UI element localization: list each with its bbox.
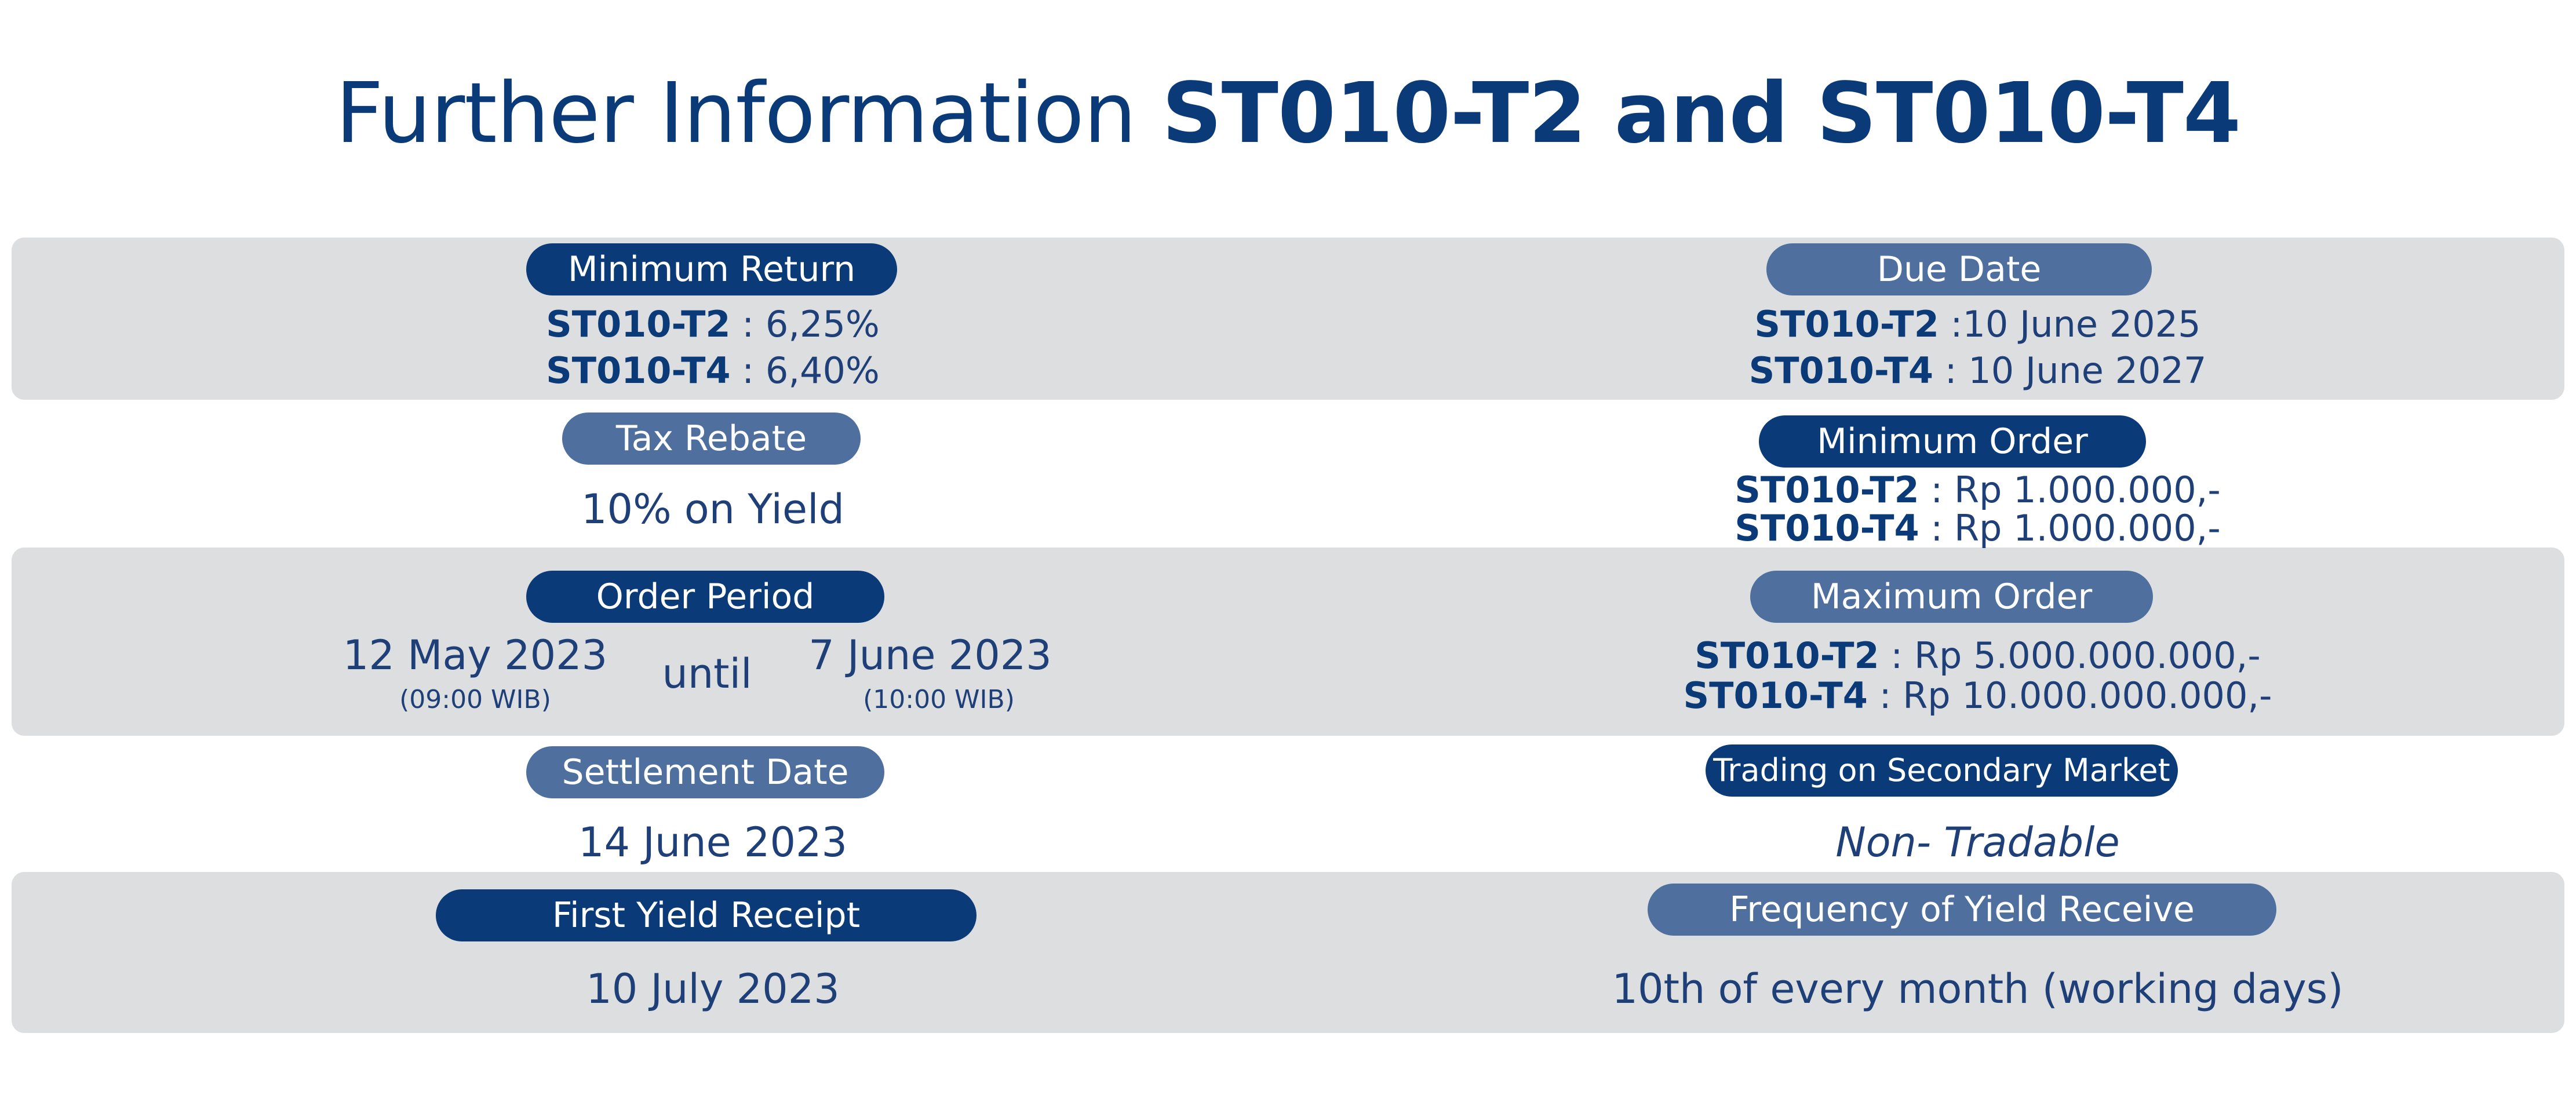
maximum-order-label: Maximum Order — [1750, 571, 2153, 623]
yield-frequency-value: 10th of every month (working days) — [1612, 965, 2344, 1013]
minimum-return-t2: ST010-T2 : 6,25% — [546, 303, 880, 345]
due-date-t2: ST010-T2 :10 June 2025 — [1754, 303, 2201, 345]
title-bold: ST010-T2 and ST010-T4 — [1161, 64, 2241, 162]
minimum-return-label: Minimum Return — [526, 243, 897, 295]
order-period-end-time: (10:00 WIB) — [863, 685, 1015, 714]
minimum-order-t4: ST010-T4 : Rp 1.000.000,- — [1735, 507, 2221, 549]
due-date-label: Due Date — [1766, 243, 2152, 295]
order-period-until: until — [662, 650, 752, 698]
title-regular: Further Information — [335, 64, 1136, 162]
minimum-return-t4: ST010-T4 : 6,40% — [546, 349, 880, 392]
settlement-date-label: Settlement Date — [526, 746, 884, 798]
order-period-start-time: (09:00 WIB) — [399, 685, 551, 714]
order-period-label: Order Period — [526, 571, 884, 623]
yield-frequency-label: Frequency of Yield Receive — [1648, 884, 2276, 936]
tax-rebate-value: 10% on Yield — [581, 486, 844, 533]
minimum-order-label: Minimum Order — [1759, 415, 2146, 468]
order-period-end-date: 7 June 2023 — [808, 632, 1052, 679]
maximum-order-t2: ST010-T2 : Rp 5.000.000.000,- — [1695, 634, 2261, 677]
tax-rebate-label: Tax Rebate — [562, 413, 861, 465]
secondary-market-label: Trading on Secondary Market — [1706, 744, 2178, 797]
due-date-t4: ST010-T4 : 10 June 2027 — [1748, 349, 2207, 392]
minimum-order-t2: ST010-T2 : Rp 1.000.000,- — [1735, 469, 2221, 511]
first-yield-label: First Yield Receipt — [436, 889, 977, 941]
first-yield-value: 10 July 2023 — [586, 965, 840, 1013]
page-title: Further Information ST010-T2 and ST010-T… — [0, 64, 2576, 162]
settlement-date-value: 14 June 2023 — [578, 819, 848, 866]
order-period-start-date: 12 May 2023 — [343, 632, 608, 679]
maximum-order-t4: ST010-T4 : Rp 10.000.000.000,- — [1683, 674, 2272, 717]
secondary-market-value: Non- Tradable — [1835, 819, 2120, 866]
